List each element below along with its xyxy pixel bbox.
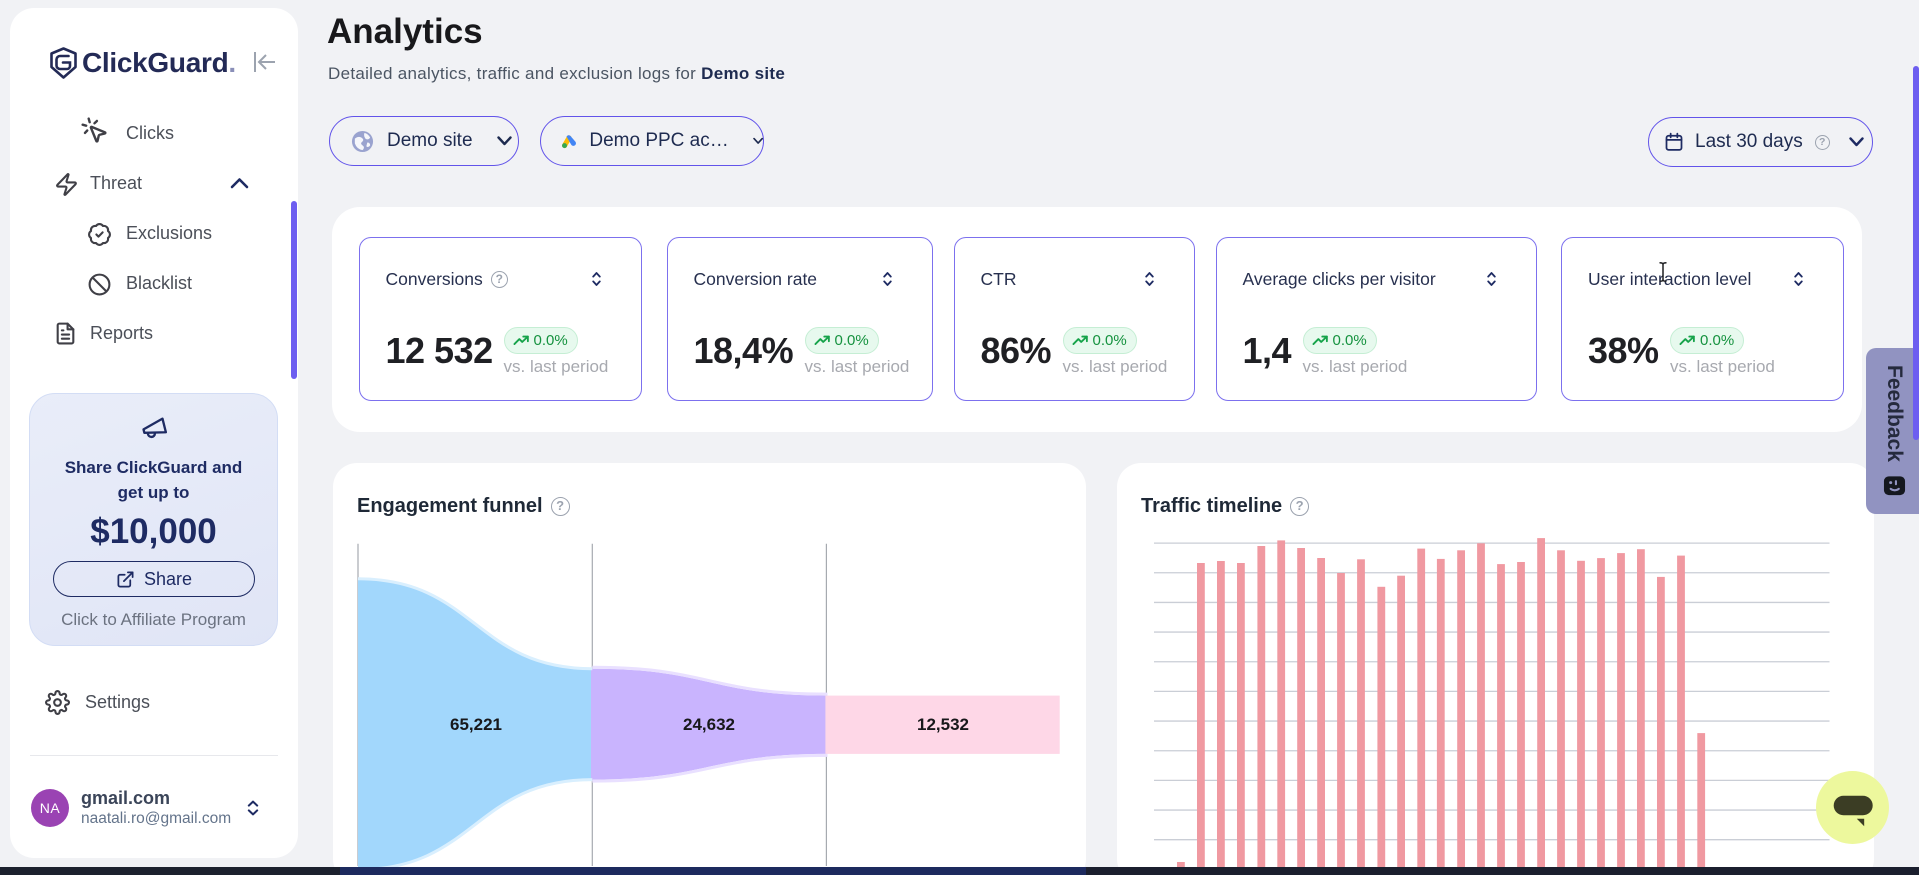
svg-text:24,632: 24,632	[683, 715, 735, 734]
svg-text:65,221: 65,221	[450, 715, 502, 734]
svg-text:12,532: 12,532	[917, 715, 969, 734]
